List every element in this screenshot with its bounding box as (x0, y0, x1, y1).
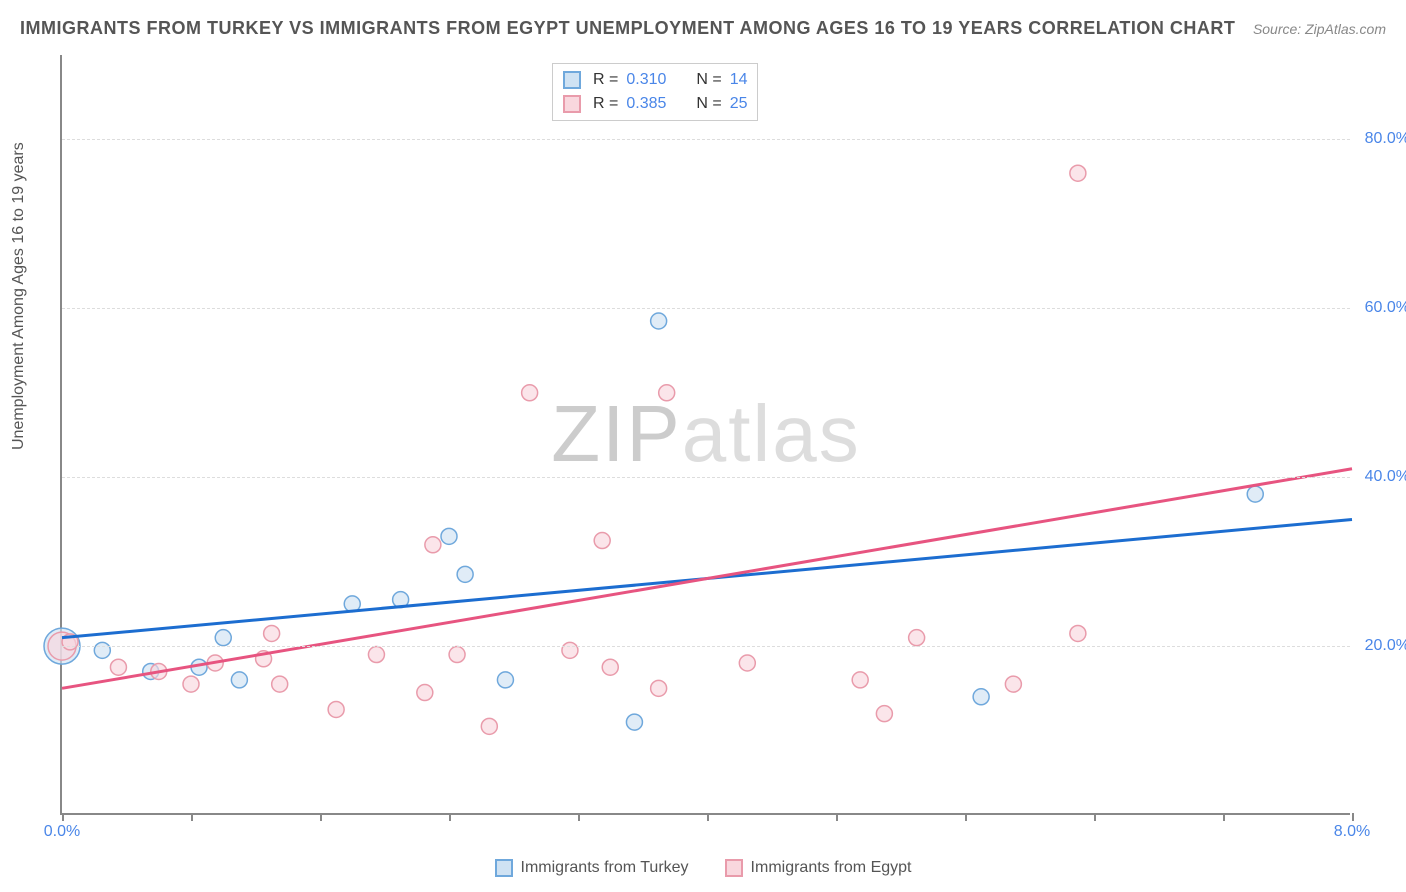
y-tick-label: 60.0% (1365, 299, 1406, 317)
plot-area: ZIPatlas R =0.310N =14R =0.385N =25 20.0… (60, 55, 1350, 815)
data-point (215, 630, 231, 646)
data-point (183, 676, 199, 692)
data-point (522, 385, 538, 401)
gridline (62, 477, 1350, 478)
data-point (1005, 676, 1021, 692)
data-point (1070, 625, 1086, 641)
n-label: N = (696, 68, 721, 92)
x-tick (449, 813, 451, 821)
data-point (449, 647, 465, 663)
data-point (1070, 165, 1086, 181)
y-tick-label: 40.0% (1365, 468, 1406, 486)
data-point (497, 672, 513, 688)
legend-row: R = 0.310 N = 14 (563, 68, 747, 92)
n-label: N = (696, 92, 721, 116)
legend-swatch (725, 859, 743, 877)
data-point (651, 680, 667, 696)
x-tick (965, 813, 967, 821)
data-point (602, 659, 618, 675)
y-tick-label: 20.0% (1365, 637, 1406, 655)
y-axis-label: Unemployment Among Ages 16 to 19 years (10, 142, 28, 450)
legend-label: Immigrants from Egypt (751, 859, 912, 877)
r-label: R = (593, 68, 618, 92)
data-point (441, 528, 457, 544)
data-point (264, 625, 280, 641)
data-point (909, 630, 925, 646)
data-point (659, 385, 675, 401)
data-point (272, 676, 288, 692)
data-point (973, 689, 989, 705)
source-label: Source: ZipAtlas.com (1253, 21, 1386, 37)
legend-swatch (563, 95, 581, 113)
x-tick (62, 813, 64, 821)
gridline (62, 646, 1350, 647)
gridline (62, 139, 1350, 140)
legend-swatch (563, 71, 581, 89)
r-value: 0.385 (626, 92, 676, 116)
legend-correlation: R = 0.310 N = 14 R = 0.385 N = 25 (552, 63, 758, 121)
data-point (231, 672, 247, 688)
data-point (110, 659, 126, 675)
data-point (328, 701, 344, 717)
data-point (1247, 486, 1263, 502)
legend-row: R = 0.385 N = 25 (563, 92, 747, 116)
data-point (368, 647, 384, 663)
data-point (594, 533, 610, 549)
chart-title: IMMIGRANTS FROM TURKEY VS IMMIGRANTS FRO… (20, 18, 1235, 39)
x-tick (320, 813, 322, 821)
r-label: R = (593, 92, 618, 116)
n-value: 25 (730, 92, 748, 116)
legend-swatch (495, 859, 513, 877)
x-tick-label: 8.0% (1334, 823, 1370, 841)
x-tick (578, 813, 580, 821)
x-tick (836, 813, 838, 821)
x-tick (1094, 813, 1096, 821)
data-point (425, 537, 441, 553)
trend-line (62, 469, 1352, 689)
title-bar: IMMIGRANTS FROM TURKEY VS IMMIGRANTS FRO… (20, 18, 1386, 39)
legend-item: Immigrants from Turkey (495, 859, 689, 877)
data-point (562, 642, 578, 658)
data-point (94, 642, 110, 658)
data-point (481, 718, 497, 734)
data-point (457, 566, 473, 582)
legend-bottom: Immigrants from Turkey Immigrants from Eg… (0, 859, 1406, 882)
data-point (626, 714, 642, 730)
r-value: 0.310 (626, 68, 676, 92)
n-value: 14 (730, 68, 748, 92)
legend-label: Immigrants from Turkey (521, 859, 689, 877)
x-tick (707, 813, 709, 821)
data-point (651, 313, 667, 329)
data-point (739, 655, 755, 671)
gridline (62, 308, 1350, 309)
y-tick-label: 80.0% (1365, 130, 1406, 148)
x-tick (1223, 813, 1225, 821)
data-point (876, 706, 892, 722)
data-point (852, 672, 868, 688)
data-point (417, 685, 433, 701)
legend-item: Immigrants from Egypt (725, 859, 912, 877)
x-tick-label: 0.0% (44, 823, 80, 841)
x-tick (1352, 813, 1354, 821)
chart-svg (62, 55, 1350, 813)
x-tick (191, 813, 193, 821)
